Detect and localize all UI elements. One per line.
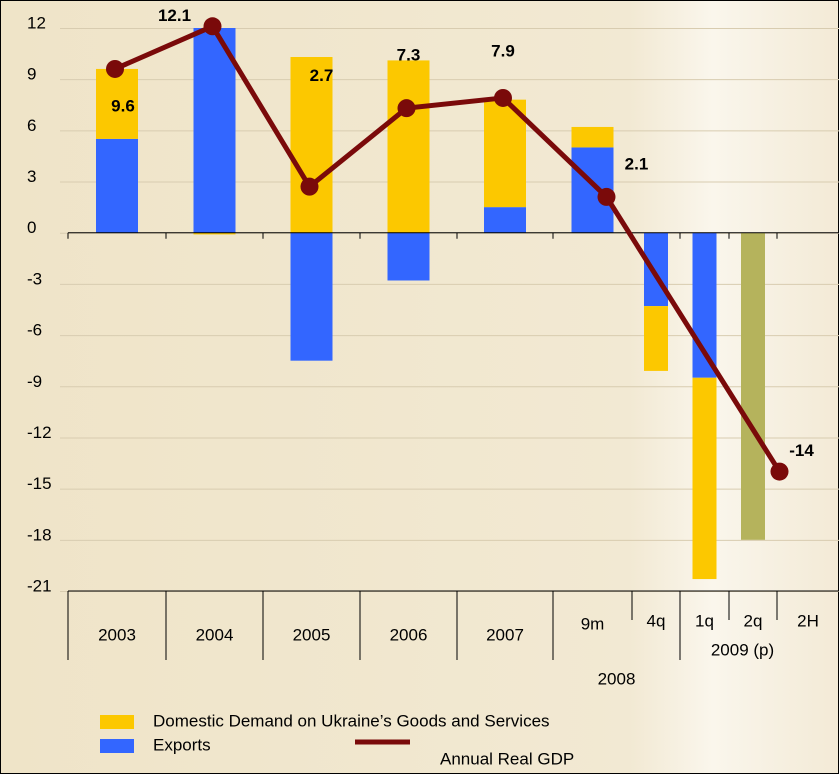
legend-label: Annual Real GDP bbox=[440, 749, 574, 768]
bar bbox=[644, 232, 668, 307]
x-tick-label: 2006 bbox=[390, 625, 428, 644]
x-tick-label: 2003 bbox=[98, 625, 136, 644]
gdp-point bbox=[597, 187, 616, 206]
y-tick-label: 9 bbox=[27, 65, 36, 84]
bar bbox=[741, 232, 765, 540]
x-tick-label: 1q bbox=[695, 611, 714, 630]
bar bbox=[290, 232, 333, 361]
bar bbox=[193, 28, 236, 233]
y-tick-label: 12 bbox=[27, 13, 46, 32]
bar bbox=[96, 68, 138, 139]
y-tick-label: -3 bbox=[27, 269, 42, 288]
bar bbox=[692, 377, 717, 580]
y-tick-label: 0 bbox=[27, 218, 36, 237]
bar bbox=[571, 126, 614, 148]
value-label: 12.1 bbox=[158, 6, 191, 25]
bar bbox=[644, 306, 668, 371]
value-label: 2.7 bbox=[310, 66, 334, 85]
gdp-point bbox=[300, 177, 319, 196]
bar bbox=[290, 57, 333, 233]
bar bbox=[387, 60, 430, 233]
group-label: 2008 bbox=[598, 669, 636, 688]
x-tick-label: 2q bbox=[744, 611, 763, 630]
x-tick-label: 2H bbox=[797, 611, 819, 630]
value-label: 7.9 bbox=[491, 41, 515, 60]
bar bbox=[96, 138, 138, 233]
bar bbox=[484, 99, 526, 208]
gdp-point bbox=[494, 88, 512, 107]
value-label: 9.6 bbox=[111, 96, 135, 115]
legend-swatch bbox=[100, 739, 134, 753]
bar bbox=[193, 232, 236, 235]
bar bbox=[387, 232, 430, 281]
y-tick-label: -12 bbox=[27, 423, 52, 442]
gdp-point bbox=[770, 462, 789, 481]
value-label: -14 bbox=[789, 441, 814, 460]
gdp-point bbox=[397, 99, 416, 118]
value-label: 2.1 bbox=[625, 154, 649, 173]
gdp-point bbox=[106, 59, 124, 78]
x-tick-label: 2004 bbox=[196, 625, 234, 644]
y-tick-label: -9 bbox=[27, 372, 42, 391]
legend-swatch bbox=[100, 715, 134, 729]
legend-label: Exports bbox=[153, 735, 211, 754]
y-tick-label: -6 bbox=[27, 321, 42, 340]
group-label: 2009 (p) bbox=[711, 640, 774, 659]
y-tick-label: -21 bbox=[27, 576, 52, 595]
bar bbox=[484, 207, 526, 233]
x-tick-label: 4q bbox=[647, 611, 666, 630]
value-label: 7.3 bbox=[397, 46, 421, 65]
y-tick-label: -15 bbox=[27, 474, 52, 493]
y-tick-label: -18 bbox=[27, 525, 52, 544]
y-tick-label: 3 bbox=[27, 167, 36, 186]
x-tick-label: 9m bbox=[581, 614, 605, 633]
x-tick-label: 2007 bbox=[486, 625, 524, 644]
y-tick-label: 6 bbox=[27, 116, 36, 135]
legend-label: Domestic Demand on Ukraine’s Goods and S… bbox=[153, 711, 550, 730]
gdp-point bbox=[203, 17, 222, 36]
x-tick-label: 2005 bbox=[293, 625, 331, 644]
